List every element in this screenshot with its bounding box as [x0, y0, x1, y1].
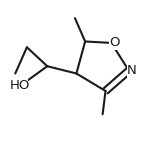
Text: O: O — [109, 36, 120, 49]
Text: HO: HO — [9, 79, 30, 92]
FancyBboxPatch shape — [109, 36, 119, 50]
FancyBboxPatch shape — [11, 78, 28, 92]
Text: N: N — [127, 64, 137, 77]
FancyBboxPatch shape — [127, 63, 137, 78]
